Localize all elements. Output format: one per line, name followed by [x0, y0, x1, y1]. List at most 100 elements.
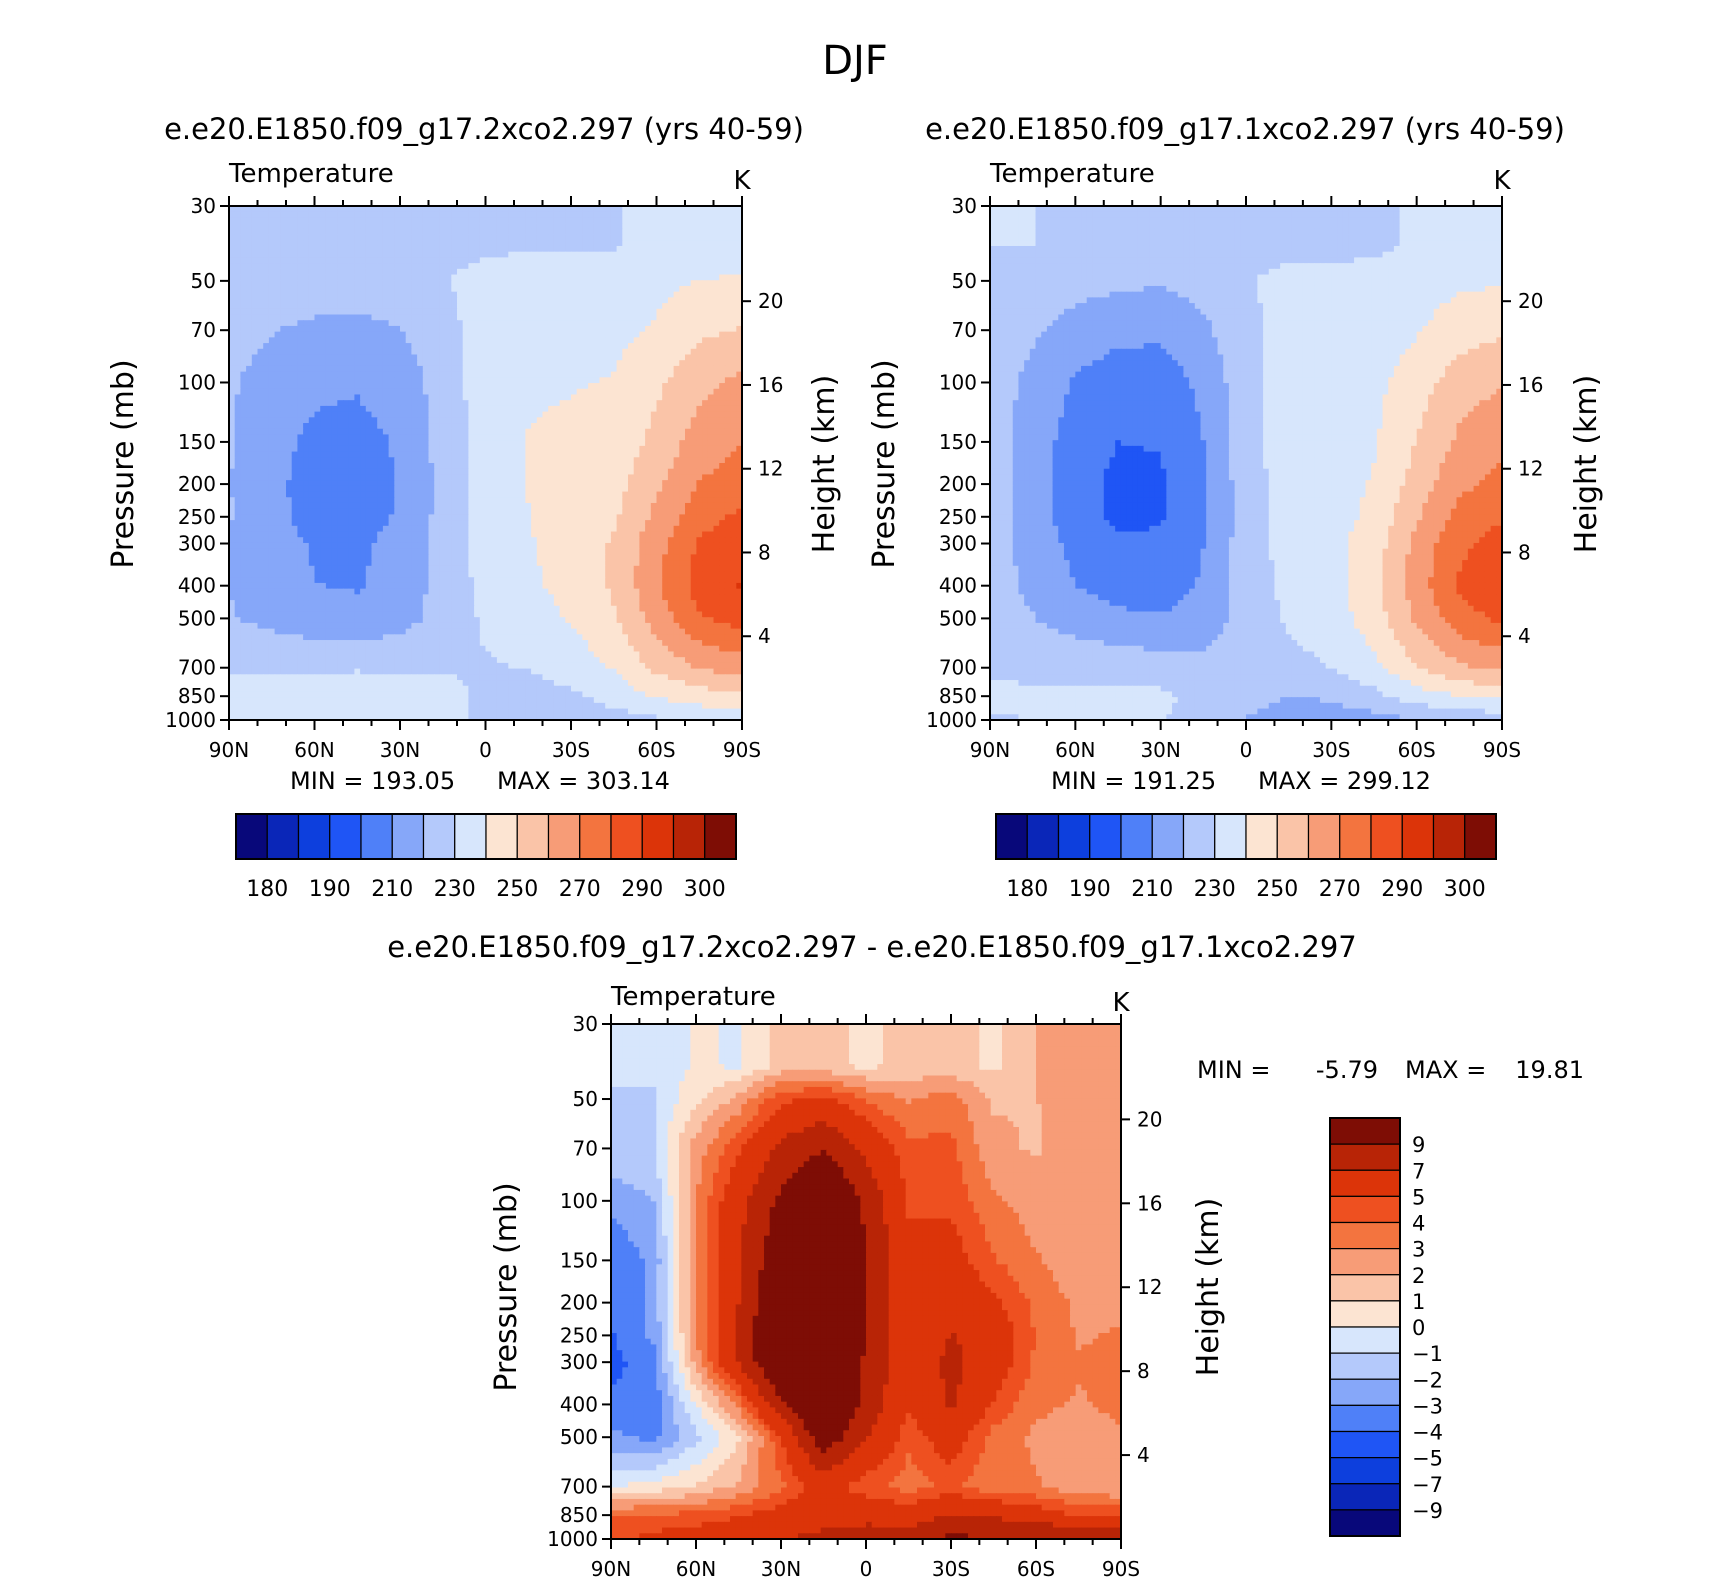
contour-cell	[434, 383, 441, 390]
contour-cell	[297, 325, 304, 333]
contour-cell	[382, 417, 390, 424]
contour-cell	[628, 423, 635, 430]
contour-cell	[662, 280, 669, 287]
contour-cell	[251, 485, 259, 493]
contour-cell	[445, 428, 452, 436]
contour-cell	[348, 365, 355, 373]
contour-cell	[616, 514, 623, 521]
contour-cell	[662, 223, 669, 230]
contour-cell	[679, 514, 686, 521]
contour-cell	[588, 297, 595, 304]
contour-cell	[400, 445, 407, 453]
contour-cell	[400, 343, 407, 350]
contour-cell	[730, 394, 737, 401]
contour-cell	[274, 491, 281, 498]
contour-cell	[605, 206, 612, 213]
contour-cell	[496, 377, 504, 384]
contour-cell	[548, 206, 555, 213]
contour-cells	[229, 206, 742, 720]
contour-cell	[234, 354, 241, 361]
contour-cell	[291, 485, 298, 493]
contour-cell	[439, 217, 447, 224]
contour-cell	[667, 468, 675, 476]
contour-cell	[730, 400, 737, 407]
contour-cell	[502, 234, 509, 241]
contour-cell	[639, 240, 646, 247]
contour-cell	[702, 468, 709, 476]
contour-cell	[610, 480, 618, 487]
contour-cell	[496, 434, 504, 441]
contour-cell	[263, 520, 270, 527]
contour-cell	[702, 348, 709, 356]
contour-cell	[388, 291, 395, 298]
contour-cell	[536, 451, 544, 458]
contour-cell	[286, 257, 293, 264]
contour-cell	[639, 348, 646, 356]
contour-cell	[274, 211, 281, 219]
contour-cell	[303, 297, 310, 304]
contour-cell	[571, 240, 578, 247]
contour-cell	[325, 497, 333, 504]
contour-cell	[411, 428, 418, 436]
contour-cell	[565, 325, 572, 333]
contour-cell	[559, 223, 566, 230]
contour-cell	[291, 217, 298, 224]
contour-cell	[280, 417, 287, 424]
contour-cell	[525, 514, 532, 521]
contour-cell	[548, 377, 555, 384]
contour-cell	[553, 428, 561, 436]
contour-cell	[650, 360, 658, 367]
contour-cell	[240, 383, 247, 390]
contour-cell	[491, 508, 498, 515]
contour-cell	[422, 325, 430, 333]
contour-cell	[531, 320, 538, 327]
contour-cell	[593, 331, 601, 338]
contour-cell	[690, 263, 697, 270]
contour-cell	[234, 240, 241, 247]
contour-cell	[633, 365, 640, 373]
contour-cell	[291, 377, 298, 384]
contour-cell	[268, 206, 276, 213]
contour-cell	[730, 291, 737, 298]
contour-cell	[382, 480, 390, 487]
contour-cell	[354, 474, 361, 481]
contour-cell	[508, 457, 515, 464]
contour-cell	[633, 223, 640, 230]
contour-cell	[485, 308, 492, 316]
contour-cell	[736, 331, 742, 338]
contour-cell	[308, 285, 316, 293]
contour-cell	[536, 428, 544, 436]
contour-cell	[599, 434, 606, 441]
contour-cell	[496, 383, 504, 390]
contour-cell	[502, 457, 509, 464]
contour-cell	[360, 497, 367, 504]
contour-cell	[445, 497, 452, 504]
contour-cell	[411, 263, 418, 270]
contour-cell	[656, 491, 663, 498]
contour-cell	[240, 520, 247, 527]
contour-cell	[622, 463, 629, 470]
contour-cell	[514, 223, 521, 230]
contour-cell	[400, 480, 407, 487]
contour-cell	[576, 211, 583, 219]
contour-cell	[451, 445, 458, 453]
contour-cell	[616, 468, 623, 476]
contour-cell	[474, 223, 481, 230]
contour-cell	[343, 365, 350, 373]
contour-cell	[411, 297, 418, 304]
contour-cell	[582, 308, 589, 316]
contour-cell	[736, 468, 742, 476]
contour-cell	[571, 371, 578, 378]
contour-cell	[365, 245, 373, 253]
contour-cell	[616, 223, 623, 230]
contour-cell	[707, 268, 715, 276]
contour-cell	[234, 502, 241, 510]
contour-cell	[662, 371, 669, 378]
contour-cell	[303, 320, 310, 327]
contour-cell	[462, 502, 469, 510]
contour-cell	[388, 417, 395, 424]
contour-cell	[303, 383, 310, 390]
contour-cell	[610, 234, 618, 241]
contour-cell	[348, 383, 355, 390]
contour-cell	[565, 228, 572, 236]
